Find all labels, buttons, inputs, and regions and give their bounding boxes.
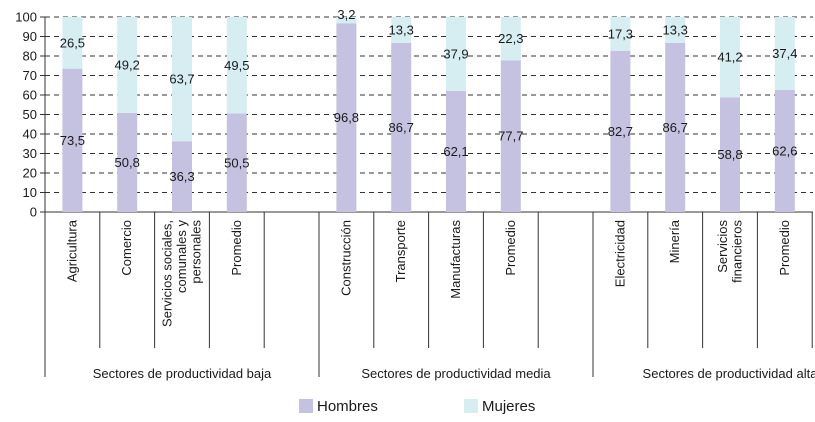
data-label-hombres: 77,7 — [498, 129, 523, 144]
category-label: Promedio — [777, 220, 792, 276]
bar-mujeres — [117, 17, 138, 113]
data-label-hombres: 73,5 — [60, 133, 85, 148]
data-label-mujeres: 49,2 — [115, 57, 140, 72]
y-tick-label: 70 — [23, 68, 37, 83]
y-tick-label: 100 — [15, 10, 37, 25]
category-label-line: Promedio — [503, 220, 518, 276]
category-label-line: Manufacturas — [448, 220, 463, 299]
category-label-line: Servicios — [715, 220, 730, 273]
bar-hombres — [665, 42, 686, 213]
data-label-hombres: 86,7 — [663, 120, 688, 135]
data-label-hombres: 86,7 — [389, 120, 414, 135]
bar-mujeres — [336, 17, 357, 24]
data-label-mujeres: 13,3 — [389, 22, 414, 37]
data-label-hombres: 50,5 — [224, 155, 249, 170]
data-label-mujeres: 49,5 — [224, 58, 249, 73]
category-label-line: Promedio — [229, 220, 244, 276]
category-label-line: Promedio — [777, 220, 792, 276]
data-label-mujeres: 3,2 — [337, 7, 355, 22]
category-label-line: Agricultura — [64, 219, 79, 282]
data-label-mujeres: 37,4 — [772, 46, 797, 61]
bar-hombres — [62, 68, 83, 212]
y-tick-label: 40 — [23, 127, 37, 142]
bar-mujeres — [500, 17, 521, 61]
data-label-mujeres: 37,9 — [443, 46, 468, 61]
category-label: Transporte — [393, 220, 408, 282]
y-tick-label: 80 — [23, 49, 37, 64]
bar-hombres — [610, 50, 631, 212]
bar-hombres — [172, 141, 192, 212]
category-label: Servicios sociales,comunales ypersonales — [160, 220, 204, 327]
bar-mujeres — [172, 17, 192, 142]
data-label-hombres: 62,6 — [772, 143, 797, 158]
bar-mujeres — [665, 17, 686, 43]
data-label-hombres: 96,8 — [334, 110, 359, 125]
category-label: Electricidad — [612, 220, 627, 287]
y-tick-label: 60 — [23, 88, 37, 103]
legend-label-hombres: Hombres — [317, 398, 378, 415]
y-tick-label: 50 — [23, 107, 37, 122]
bar-mujeres — [610, 17, 631, 51]
data-label-hombres: 62,1 — [443, 144, 468, 159]
category-label-line: Electricidad — [612, 220, 627, 287]
category-label: Construcción — [338, 220, 353, 296]
category-label: Promedio — [229, 220, 244, 276]
bar-hombres — [336, 23, 357, 212]
bar-hombres — [774, 89, 795, 212]
bar-mujeres — [62, 17, 83, 69]
category-label-line: personales — [189, 220, 204, 284]
data-label-mujeres: 13,3 — [663, 22, 688, 37]
category-label-line: comunales y — [174, 220, 189, 293]
category-label: Comercio — [119, 220, 134, 276]
bar-hombres — [391, 42, 412, 213]
bar-hombres — [226, 113, 247, 212]
bar-hombres — [117, 112, 138, 212]
category-label-line: Comercio — [119, 220, 134, 276]
bar-mujeres — [446, 17, 466, 91]
group-label: Sectores de productividad media — [361, 366, 551, 381]
legend-swatch-mujeres — [464, 399, 478, 413]
category-label-line: Servicios sociales, — [160, 220, 175, 327]
category-label-line: financieros — [729, 220, 744, 283]
y-tick-label: 30 — [23, 146, 37, 161]
data-label-hombres: 50,8 — [115, 155, 140, 170]
category-label: Promedio — [503, 220, 518, 276]
bar-hombres — [446, 90, 466, 212]
category-label-line: Transporte — [393, 220, 408, 282]
data-label-mujeres: 63,7 — [169, 72, 194, 87]
bar-mujeres — [720, 17, 740, 98]
bar-hombres — [720, 97, 740, 212]
data-label-mujeres: 26,5 — [60, 35, 85, 50]
y-tick-label: 20 — [23, 166, 37, 181]
data-label-hombres: 82,7 — [608, 124, 633, 139]
y-tick-label: 90 — [23, 29, 37, 44]
bar-mujeres — [391, 17, 412, 43]
data-label-hombres: 36,3 — [169, 169, 194, 184]
y-tick-label: 10 — [23, 185, 37, 200]
category-label-line: Construcción — [338, 220, 353, 296]
group-label: Sectores de productividad baja — [93, 366, 272, 381]
legend-swatch-hombres — [299, 399, 313, 413]
bar-mujeres — [226, 17, 247, 114]
bar-hombres — [500, 60, 521, 212]
category-label: Minería — [667, 219, 682, 263]
group-label: Sectores de productividad alta — [643, 366, 815, 381]
category-label: Serviciosfinancieros — [715, 220, 745, 283]
legend-label-mujeres: Mujeres — [482, 398, 535, 415]
data-label-hombres: 58,8 — [717, 147, 742, 162]
category-label: Agricultura — [64, 219, 79, 282]
bar-mujeres — [774, 17, 795, 90]
data-label-mujeres: 17,3 — [608, 26, 633, 41]
data-label-mujeres: 22,3 — [498, 31, 523, 46]
category-label: Manufacturas — [448, 220, 463, 299]
data-label-mujeres: 41,2 — [717, 50, 742, 65]
y-tick-label: 0 — [30, 205, 37, 220]
category-label-line: Minería — [667, 219, 682, 263]
